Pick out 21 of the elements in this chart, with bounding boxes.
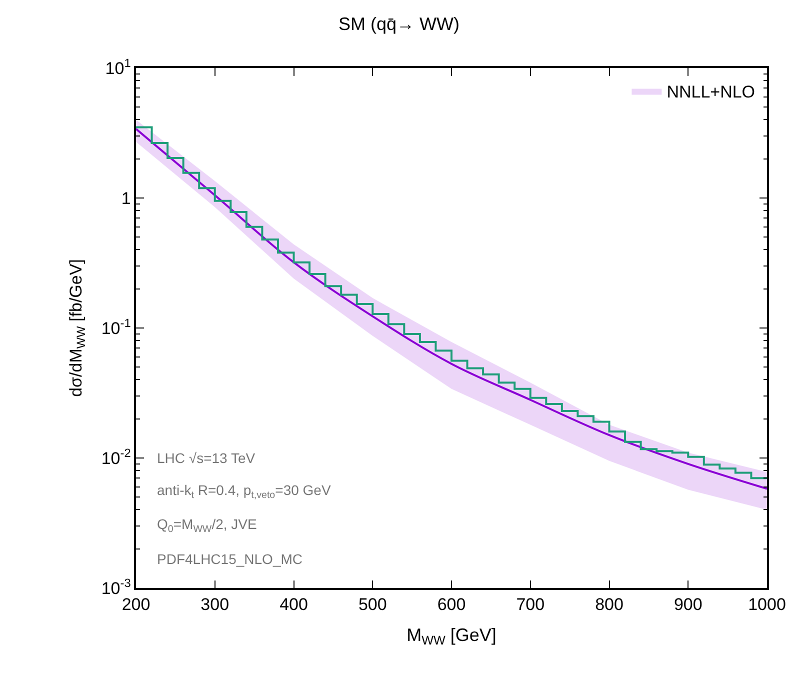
y-tick-label: 10$^{-1}$ — [101, 316, 132, 338]
x-tick-label: 900 — [674, 595, 702, 614]
legend-label: NNLL+NLO — [666, 82, 756, 102]
x-tick-label: 800 — [595, 595, 624, 614]
annotation: anti-k$_{t}$ R=0.4, p$_{t,veto}$=30 GeV — [157, 482, 332, 501]
x-tick-label: 500 — [358, 595, 387, 614]
annotation: Q$_{0}$=M$_{WW}$/2, JVE — [157, 516, 257, 535]
x-tick-label: 300 — [200, 595, 230, 614]
annotation: PDF4LHC15_NLO_MC — [157, 551, 302, 567]
y-tick-label: 10$^{1}$ — [105, 56, 132, 78]
y-tick-label: 10$^{-3}$ — [101, 576, 132, 598]
x-tick-label: 600 — [437, 595, 466, 614]
y-tick-label: 1 — [121, 188, 131, 208]
x-tick-label: 1000 — [748, 595, 786, 614]
y-tick-label: 10$^{-2}$ — [101, 446, 132, 468]
x-axis-title: M$_{WW}$ [GeV] — [406, 624, 496, 648]
x-tick-label: 400 — [280, 595, 308, 614]
x-tick-label: 200 — [122, 595, 150, 614]
x-tick-label: 700 — [516, 595, 545, 614]
chart-title: SM (qq̄→ WW) — [338, 14, 460, 34]
annotation: LHC √s=13 TeV — [157, 450, 256, 466]
